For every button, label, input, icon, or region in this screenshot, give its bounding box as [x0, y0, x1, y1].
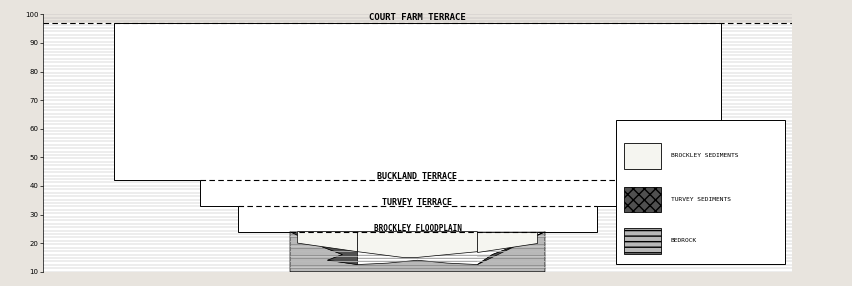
Text: BROCKLEY SEDIMENTS: BROCKLEY SEDIMENTS — [671, 153, 739, 158]
Text: TURVEY TERRACE: TURVEY TERRACE — [383, 198, 452, 207]
Polygon shape — [477, 232, 545, 265]
FancyBboxPatch shape — [616, 120, 785, 264]
Text: BUCKLAND TERRACE: BUCKLAND TERRACE — [377, 172, 458, 181]
Polygon shape — [290, 232, 545, 272]
Polygon shape — [358, 232, 477, 257]
Polygon shape — [477, 232, 538, 252]
Text: COURT FARM TERRACE: COURT FARM TERRACE — [369, 13, 466, 22]
FancyBboxPatch shape — [624, 228, 661, 254]
FancyBboxPatch shape — [624, 187, 661, 212]
Polygon shape — [43, 23, 792, 272]
Polygon shape — [114, 23, 721, 232]
Polygon shape — [290, 232, 358, 265]
FancyBboxPatch shape — [624, 143, 661, 169]
Text: BEDROCK: BEDROCK — [671, 238, 697, 243]
Polygon shape — [297, 232, 358, 252]
Text: BROCKLEY FLOODPLAIN: BROCKLEY FLOODPLAIN — [373, 224, 462, 233]
Text: TURVEY SEDIMENTS: TURVEY SEDIMENTS — [671, 197, 731, 202]
